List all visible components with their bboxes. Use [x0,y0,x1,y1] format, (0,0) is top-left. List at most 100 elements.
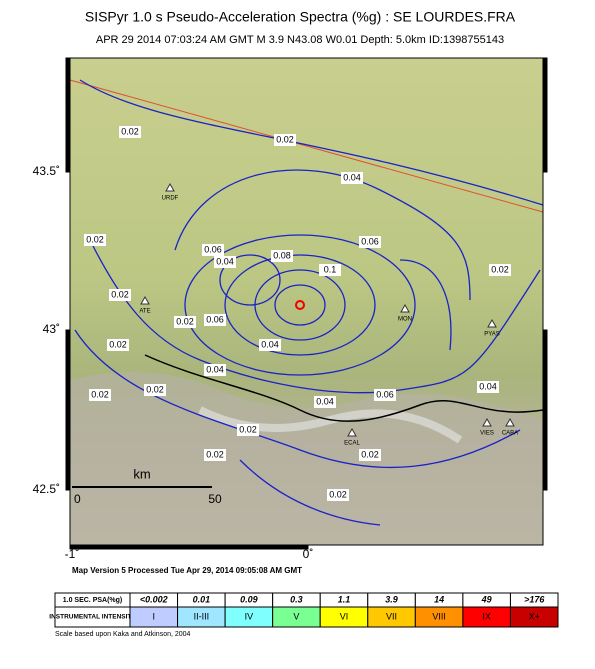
station-label: VIES [480,431,494,437]
neat-line [65,57,548,550]
label-bg [341,172,363,184]
intensity-value: V [293,611,299,621]
contour-label: 0.06 [206,314,224,324]
contour-label: 0.02 [91,389,109,399]
title: SISPyr 1.0 s Pseudo-Acceleration Spectra… [85,9,516,25]
label-bg [204,449,226,461]
psa-value: <0.002 [140,594,168,604]
station-marker [140,295,150,305]
label-bg [107,339,129,351]
label-bg [214,256,236,268]
label-bg [237,424,259,436]
label-bg [109,289,131,301]
scale-unit: km [133,466,150,481]
station-marker [165,182,175,192]
contour-label: 0.02 [146,384,164,394]
label-bg [374,389,396,401]
psa-value: 1.1 [338,594,351,604]
psa-value: 0.01 [193,594,211,604]
label-bg [89,389,111,401]
lon-label: -1˚ [65,547,80,561]
contour-label: 0.1 [324,264,337,274]
intensity-value: X+ [529,611,540,621]
station-marker [482,417,492,427]
label-bg [84,234,106,246]
station-marker [487,318,497,328]
contour-label: 0.02 [121,126,139,136]
mountains [70,372,543,545]
intensity-value: VII [386,611,397,621]
epicenter [295,300,305,310]
contours [74,79,544,526]
contour-label: 0.04 [479,381,497,391]
intensity-cell [509,606,559,628]
station-label: PYAS [484,332,500,338]
label-bg [204,364,226,376]
label-bg [359,236,381,248]
contour-label: 0.04 [206,364,224,374]
intensity-value: VIII [432,611,446,621]
label-bg [204,314,226,326]
contour-label: 0.02 [206,449,224,459]
psa-value: 49 [481,594,492,604]
psa-value: 0.09 [240,594,258,604]
station-marker [347,427,357,437]
legend: 1.0 SEC. PSA(%g) INSTRUMENTAL INTENSITY <0… [49,592,559,628]
label-bg [314,396,336,408]
label-bg [202,244,224,256]
intensity-value: I [153,611,156,621]
station-marker [400,303,410,313]
contour-label: 0.04 [216,256,234,266]
label-bg [174,316,196,328]
contour-label: 0.06 [361,236,379,246]
contour-label: 0.02 [109,339,127,349]
intensity-value: II-III [194,611,210,621]
map-area: 0.02 0.02 0.04 0.06 0.06 0.02 0.02 0.08 0.04 0.1 0… [65,57,548,550]
intensity-value: VI [340,611,349,621]
scale-start: 0 [74,492,81,506]
label-bg [359,449,381,461]
lat-label: 43˚ [43,322,60,336]
station-label: CABA [502,431,518,437]
psa-value: 0.3 [290,594,303,604]
contour-label: 0.02 [329,489,347,499]
lon-label: 0˚ [303,547,314,561]
contour-label: 0.02 [491,264,509,274]
contour-label: 0.02 [86,234,104,244]
contour-label: 0.04 [316,396,334,406]
label-bg [274,134,296,146]
contour-label: 0.02 [176,316,194,326]
contour-label: 0.04 [261,339,279,349]
station-label: ECAL [344,441,360,447]
contour-label: 0.08 [273,250,291,260]
label-bg [119,126,141,138]
station-label: URDF [162,196,179,202]
version-note: Map Version 5 Processed Tue Apr 29, 2014… [72,566,302,575]
contour-label: 0.02 [361,449,379,459]
subtitle: APR 29 2014 07:03:24 AM GMT M 3.9 N43.08… [96,34,504,46]
fault-line [69,79,544,213]
credit: Scale based upon Kaka and Atkinson, 2004 [55,631,191,638]
label-bg [489,264,511,276]
intensity-value: IX [482,611,491,621]
station-label: MON [398,317,412,323]
label-bg [144,384,166,396]
contour-label: 0.06 [376,389,394,399]
border [144,354,544,422]
label-bg [327,489,349,501]
label-bg [259,339,281,351]
legend-row-header: 1.0 SEC. PSA(%g) [63,597,123,604]
label-bg [477,381,499,393]
station-label: ATE [139,309,150,315]
label-bg [271,250,293,262]
lat-label: 42.5˚ [33,482,60,496]
label-bg [319,264,341,276]
contour-label: 0.02 [111,289,129,299]
psa-value: 14 [434,594,444,604]
contour-label: 0.02 [239,424,257,434]
legend-row-header: INSTRUMENTAL INTENSITY [49,614,136,621]
contour-label: 0.02 [276,134,294,144]
station-marker [505,417,515,427]
psa-value: 3.9 [385,594,398,604]
